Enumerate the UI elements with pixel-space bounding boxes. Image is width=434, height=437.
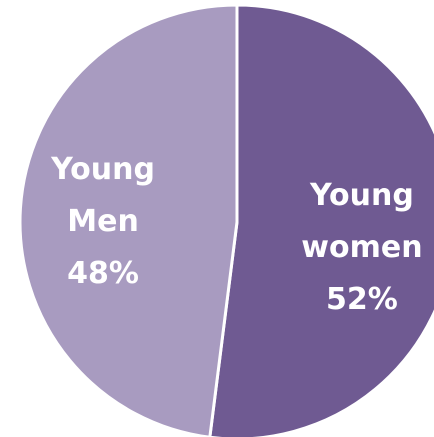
slice-label: Young women — [301, 178, 423, 266]
pie-slice — [18, 3, 239, 437]
pie-slice — [208, 3, 434, 437]
slice-label: Young Men — [51, 151, 155, 239]
slice-value: 52% — [326, 282, 398, 318]
slice-value: 48% — [67, 255, 139, 291]
